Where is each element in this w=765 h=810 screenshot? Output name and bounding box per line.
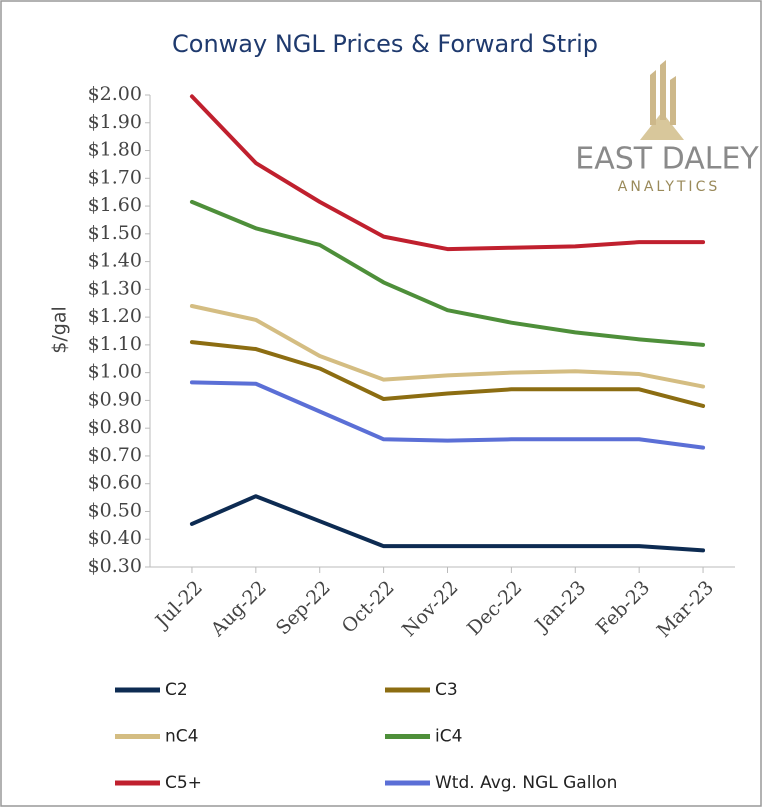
y-tick-label: $0.50: [88, 499, 142, 521]
logo-text: EAST DALEY: [575, 142, 759, 177]
y-tick-label: $0.80: [88, 416, 142, 438]
y-tick-label: $1.60: [88, 194, 142, 216]
y-tick-label: $0.70: [88, 444, 142, 466]
y-tick-label: $1.20: [88, 305, 142, 327]
series-line: [189, 340, 706, 408]
y-tick-label: $0.30: [88, 555, 142, 577]
y-axis-label: $/gal: [49, 306, 71, 353]
logo-subtext: ANALYTICS: [618, 179, 720, 195]
legend-label: C5+: [165, 773, 202, 793]
y-tick-label: $1.70: [88, 166, 142, 188]
series-line: [189, 94, 706, 252]
series-line: [189, 380, 706, 450]
y-tick-label: $1.00: [88, 361, 142, 383]
legend-label: C2: [165, 680, 188, 700]
logo: EAST DALEY ANALYTICS: [575, 60, 759, 195]
chart-title: Conway NGL Prices & Forward Strip: [172, 30, 598, 58]
y-tick-label: $1.30: [88, 277, 142, 299]
y-tick-label: $0.40: [88, 527, 142, 549]
y-tick-label: $1.80: [88, 139, 142, 161]
y-tick-label: $0.60: [88, 472, 142, 494]
series-line: [189, 494, 706, 553]
logo-icon: [640, 112, 684, 140]
legend-label: nC4: [165, 727, 198, 747]
y-tick-label: $0.90: [88, 388, 142, 410]
legend-label: Wtd. Avg. NGL Gallon: [435, 773, 617, 793]
y-tick-label: $1.10: [88, 333, 142, 355]
legend-label: iC4: [435, 727, 462, 747]
series-line: [189, 304, 706, 389]
y-tick-label: $1.90: [88, 111, 142, 133]
y-tick-label: $2.00: [88, 83, 142, 105]
logo-icon: [650, 60, 676, 125]
legend-label: C3: [435, 680, 458, 700]
y-tick-label: $1.50: [88, 222, 142, 244]
series-line: [189, 199, 706, 347]
y-tick-label: $1.40: [88, 250, 142, 272]
